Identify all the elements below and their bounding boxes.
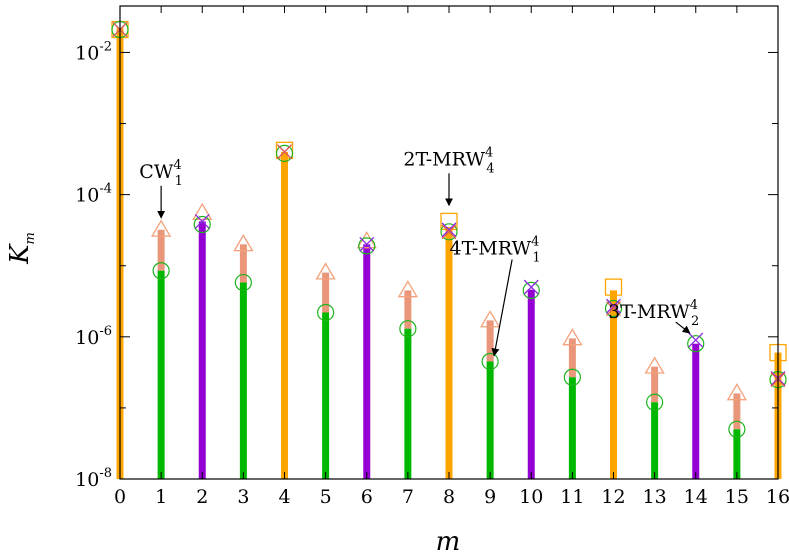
cross-marker-purple-m8 (441, 222, 457, 238)
annotation-arrow-3 (675, 321, 691, 334)
x-tick-label-9: 9 (484, 486, 496, 508)
y-axis-label: Km (5, 232, 38, 265)
circle-marker-m12 (604, 299, 623, 318)
bar-m10 (527, 289, 535, 479)
bar-upper-segment-m7 (404, 290, 412, 329)
circle-marker-m3 (234, 273, 252, 292)
triangle-marker-m9 (479, 310, 501, 328)
bar-upper-segment-m1 (157, 229, 165, 271)
bar-m11 (568, 377, 576, 479)
circle-marker-m5 (317, 303, 335, 322)
bar-upper-segment-m15 (733, 393, 741, 430)
y-tick-label-0: 10-8 (75, 466, 112, 491)
x-tick-label-7: 7 (402, 486, 414, 508)
cross-marker-purple-m2 (194, 213, 210, 229)
bar-m9 (486, 361, 494, 479)
bar-m6 (363, 244, 371, 479)
triangle-marker-m7 (397, 280, 419, 298)
annotation-label-1: 2T-MRW4 4 (403, 145, 494, 176)
cross-marker-purple-m14 (688, 332, 704, 348)
y-axis-label-sub: m (23, 232, 38, 244)
cross-marker-red-m8 (441, 224, 457, 240)
circle-marker-m11 (563, 368, 581, 386)
bar-upper-segment-m13 (651, 366, 659, 403)
bar-m7 (404, 328, 412, 479)
bar-m3 (239, 282, 247, 479)
circle-marker-m10 (522, 281, 540, 299)
circle-marker-m14 (687, 335, 705, 353)
cross-marker-purple-m10 (523, 279, 539, 295)
triangle-marker-m2 (192, 202, 213, 221)
y-tick-label-1: 10-6 (75, 324, 112, 349)
annotation-label-0: CW4 1 (139, 158, 183, 189)
bar-m2 (198, 221, 206, 479)
cross-marker-red-m12 (606, 301, 621, 316)
circle-marker-m15 (728, 420, 746, 438)
bar-m14 (692, 343, 700, 479)
x-tick-label-6: 6 (361, 486, 373, 508)
bar-upper-segment-m5 (322, 272, 330, 313)
x-tick-label-12: 12 (601, 486, 625, 508)
square-marker-m12 (604, 278, 623, 296)
circle-marker-m7 (399, 320, 417, 338)
circle-marker-m4 (275, 144, 294, 163)
annotation-label-3: 3T-MRW4 2 (608, 298, 699, 329)
circle-marker-m8 (440, 223, 458, 241)
circle-marker-m9 (481, 352, 499, 371)
circle-marker-m1 (152, 262, 170, 280)
triangle-marker-m1 (150, 219, 172, 237)
cross-marker-red-m4 (277, 144, 292, 160)
x-tick-label-1: 1 (155, 486, 167, 508)
x-tick-label-4: 4 (278, 486, 290, 508)
x-axis-label: m (436, 527, 461, 554)
circle-marker-m2 (193, 215, 211, 234)
x-tick-label-0: 0 (114, 486, 126, 508)
annotation-arrow-2 (491, 259, 513, 357)
annotations-layer: CW4 1 2T-MRW4 4 4T-MRW4 1 3T-MRW4 2 (139, 145, 699, 357)
y-axis-label-main: K (5, 243, 35, 265)
cross-marker-purple-m6 (359, 236, 375, 252)
bar-m8 (445, 227, 453, 479)
x-tick-label-3: 3 (237, 486, 249, 508)
x-tick-label-10: 10 (519, 486, 543, 508)
x-tick-label-15: 15 (725, 486, 749, 508)
bar-upper-segment-m3 (239, 244, 247, 283)
circle-marker-m6 (358, 237, 376, 255)
x-tick-label-8: 8 (443, 486, 455, 508)
bar-m15 (733, 429, 741, 479)
bar-upper-segment-m11 (568, 338, 576, 378)
bar-upper-segment-m9 (486, 320, 494, 362)
bar-m13 (651, 402, 659, 479)
triangle-marker-m11 (562, 328, 583, 346)
y-tick-label-3: 10-2 (75, 39, 112, 64)
bar-m12 (610, 290, 617, 479)
bar-m5 (322, 312, 330, 479)
x-tick-label-2: 2 (196, 486, 208, 508)
cross-marker-purple-m12 (606, 298, 621, 314)
annotation-label-2: 4T-MRW4 1 (450, 234, 541, 265)
triangle-marker-m15 (726, 383, 748, 401)
triangle-marker-m5 (315, 262, 336, 280)
markers-layer (111, 20, 787, 438)
x-tick-label-13: 13 (643, 486, 667, 508)
triangle-marker-m3 (233, 234, 254, 252)
triangle-marker-m13 (644, 356, 665, 374)
y-tick-label-2: 10-4 (75, 182, 112, 207)
x-tick-label-16: 16 (766, 486, 789, 508)
x-tick-label-11: 11 (560, 486, 584, 508)
bar-m1 (157, 270, 165, 479)
circle-marker-m13 (646, 393, 664, 411)
x-tick-label-14: 14 (684, 486, 708, 508)
bar-m4 (281, 151, 288, 480)
x-tick-label-5: 5 (320, 486, 332, 508)
